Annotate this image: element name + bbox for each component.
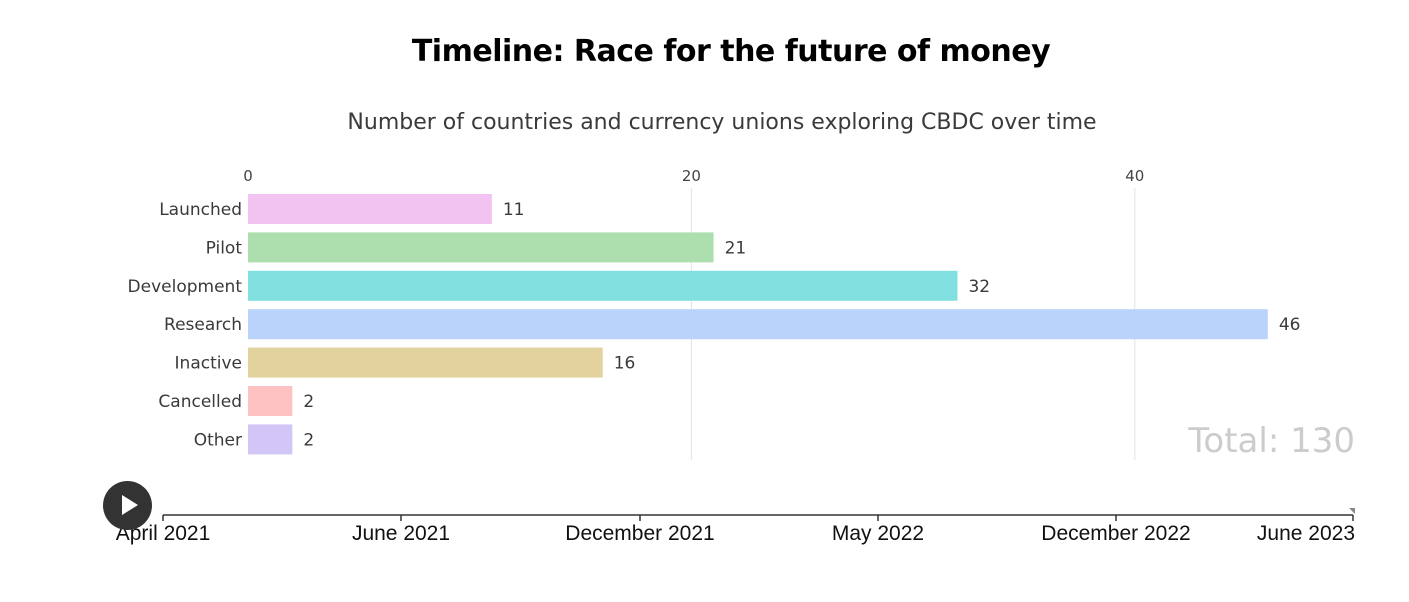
category-label: Cancelled (158, 392, 242, 412)
timeline-label: December 2022 (1041, 522, 1190, 545)
value-label: 21 (725, 238, 747, 258)
bar-inactive (248, 347, 603, 378)
bar-other (248, 424, 293, 455)
play-icon (122, 495, 138, 515)
chart-title: Timeline: Race for the future of money (411, 34, 1051, 69)
bar-cancelled (248, 386, 293, 416)
timeline-label: December 2021 (565, 522, 714, 545)
x-tick-label: 20 (682, 167, 701, 185)
value-label: 2 (303, 392, 314, 412)
play-button[interactable] (103, 481, 152, 530)
timeline-label: June 2021 (352, 522, 450, 545)
category-labels: Launched Pilot Development Research Inactive… (128, 200, 243, 450)
bar-pilot (248, 232, 714, 263)
value-label: 46 (1279, 315, 1301, 335)
chart-subtitle: Number of countries and currency unions … (347, 110, 1097, 135)
timeline-slider[interactable]: April 2021 June 2021 December 2021 May 2022… (116, 508, 1355, 545)
category-label: Research (164, 315, 242, 335)
total-label: Total: 130 (1187, 421, 1355, 461)
x-tick-label: 40 (1125, 167, 1144, 185)
category-label: Other (194, 430, 242, 450)
value-label: 16 (614, 354, 636, 374)
category-label: Development (128, 277, 243, 297)
category-label: Launched (159, 200, 242, 220)
x-tick-label: 0 (243, 167, 253, 185)
timeline-label: May 2022 (832, 522, 924, 545)
bar-research (248, 309, 1268, 340)
bar-development (248, 270, 958, 301)
timeline-label: June 2023 (1257, 522, 1355, 545)
value-label: 2 (303, 430, 314, 450)
value-label: 32 (968, 277, 990, 297)
bar-launched (248, 194, 492, 224)
bars (248, 194, 1268, 455)
category-label: Inactive (175, 354, 242, 374)
timeline-label: April 2021 (116, 522, 211, 545)
timeline-handle[interactable] (1349, 508, 1355, 514)
value-label: 11 (503, 200, 525, 220)
category-label: Pilot (206, 238, 243, 258)
value-labels: 11 21 32 46 16 2 2 (303, 200, 1300, 450)
x-axis-ticks: 0 20 40 (243, 167, 1144, 185)
